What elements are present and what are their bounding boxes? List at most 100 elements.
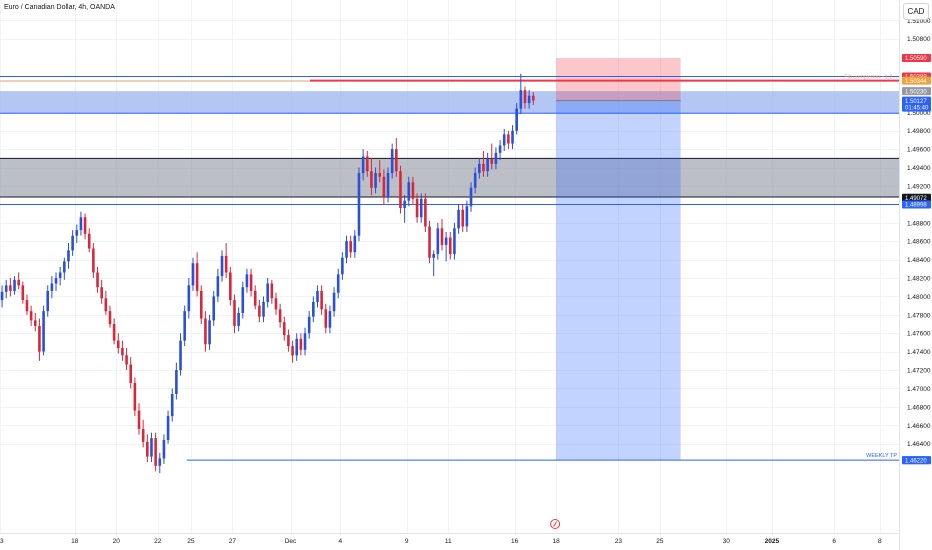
candle[interactable] xyxy=(33,312,37,332)
candle[interactable] xyxy=(170,388,174,422)
candle[interactable] xyxy=(191,257,195,291)
candle[interactable] xyxy=(253,285,257,310)
candle[interactable] xyxy=(395,138,398,177)
candle[interactable] xyxy=(175,362,178,400)
candle[interactable] xyxy=(154,432,157,472)
candle[interactable] xyxy=(424,193,427,232)
candle[interactable] xyxy=(29,305,33,326)
candle[interactable] xyxy=(419,193,423,223)
candle[interactable] xyxy=(411,176,415,205)
candle[interactable] xyxy=(320,285,323,315)
candle[interactable] xyxy=(158,452,162,474)
candle[interactable] xyxy=(515,103,518,135)
candle[interactable] xyxy=(415,193,419,223)
candle[interactable] xyxy=(473,167,477,194)
candle[interactable] xyxy=(229,266,232,306)
candle[interactable] xyxy=(486,152,489,177)
candle[interactable] xyxy=(270,279,274,304)
candle[interactable] xyxy=(341,252,344,280)
short-position-tool[interactable] xyxy=(556,57,681,461)
candle[interactable] xyxy=(4,279,8,299)
candle[interactable] xyxy=(531,92,535,105)
currency-button[interactable]: CAD xyxy=(903,3,929,20)
price-label[interactable]: 1.49072 xyxy=(902,193,931,202)
candle[interactable] xyxy=(166,410,170,444)
candle[interactable] xyxy=(133,377,137,417)
candle[interactable] xyxy=(386,167,390,203)
candle[interactable] xyxy=(461,204,465,232)
candle[interactable] xyxy=(390,143,394,179)
candle[interactable] xyxy=(9,278,12,297)
candle[interactable] xyxy=(436,222,440,260)
candle[interactable] xyxy=(233,294,236,334)
candle[interactable] xyxy=(87,228,91,253)
candle[interactable] xyxy=(112,318,116,345)
candle[interactable] xyxy=(183,305,186,347)
candle[interactable] xyxy=(187,278,191,319)
candle[interactable] xyxy=(527,90,531,109)
candle[interactable] xyxy=(407,176,411,207)
candle[interactable] xyxy=(332,287,336,317)
candle[interactable] xyxy=(17,272,20,290)
candle[interactable] xyxy=(291,340,294,363)
candle[interactable] xyxy=(353,230,357,258)
take-profit-area[interactable] xyxy=(556,100,681,461)
candle[interactable] xyxy=(108,305,112,328)
candle[interactable] xyxy=(262,296,265,323)
candle[interactable] xyxy=(282,316,286,341)
candle[interactable] xyxy=(523,86,527,109)
candle[interactable] xyxy=(303,327,307,356)
candle[interactable] xyxy=(403,195,406,223)
candle[interactable] xyxy=(195,252,199,297)
candle[interactable] xyxy=(428,220,431,264)
candle[interactable] xyxy=(249,268,253,297)
candle[interactable] xyxy=(498,139,502,161)
demand-zone[interactable] xyxy=(0,158,899,197)
candle[interactable] xyxy=(100,279,103,304)
candle[interactable] xyxy=(444,231,448,262)
candle[interactable] xyxy=(478,158,481,179)
candle[interactable] xyxy=(63,257,66,280)
candle[interactable] xyxy=(453,222,456,260)
price-label[interactable]: 1.46220 xyxy=(902,456,931,464)
price-label[interactable]: 1.50590 xyxy=(902,53,931,62)
candle[interactable] xyxy=(237,307,240,332)
candle[interactable] xyxy=(324,303,328,334)
candlestick-series[interactable] xyxy=(0,73,535,474)
candle[interactable] xyxy=(121,340,124,361)
candle[interactable] xyxy=(75,224,79,244)
candle[interactable] xyxy=(83,213,87,240)
horizontal-lines[interactable] xyxy=(0,75,899,461)
candle[interactable] xyxy=(79,211,83,236)
candle[interactable] xyxy=(378,160,382,183)
candle[interactable] xyxy=(0,285,4,308)
candle[interactable] xyxy=(241,281,245,319)
candle[interactable] xyxy=(316,285,319,308)
price-label[interactable]: 1.50344 xyxy=(902,76,931,85)
candle[interactable] xyxy=(365,150,369,177)
candle[interactable] xyxy=(494,147,498,170)
candle[interactable] xyxy=(137,403,141,435)
candle[interactable] xyxy=(92,243,95,279)
candle[interactable] xyxy=(13,276,16,295)
candle[interactable] xyxy=(150,432,153,463)
candle[interactable] xyxy=(204,311,207,352)
candle[interactable] xyxy=(349,235,352,258)
candle[interactable] xyxy=(67,243,70,269)
candle[interactable] xyxy=(258,300,261,323)
time-axis[interactable]: 13 18 20 22 25 27 Dec 4 9 11 16 18 23 25 30 2025 6 8 xyxy=(0,538,882,545)
candle[interactable] xyxy=(519,73,523,115)
candle[interactable] xyxy=(208,314,211,350)
candle[interactable] xyxy=(299,333,303,356)
price-label[interactable]: 1.48998 xyxy=(902,200,931,209)
price-label[interactable]: 1.50230 xyxy=(902,87,931,95)
candle[interactable] xyxy=(328,305,332,334)
candle[interactable] xyxy=(54,272,58,291)
candle[interactable] xyxy=(104,290,108,315)
candle[interactable] xyxy=(511,125,514,150)
candle[interactable] xyxy=(71,230,74,256)
candle[interactable] xyxy=(224,243,228,279)
price-zones[interactable] xyxy=(0,91,899,198)
supply-zone[interactable] xyxy=(0,91,899,114)
